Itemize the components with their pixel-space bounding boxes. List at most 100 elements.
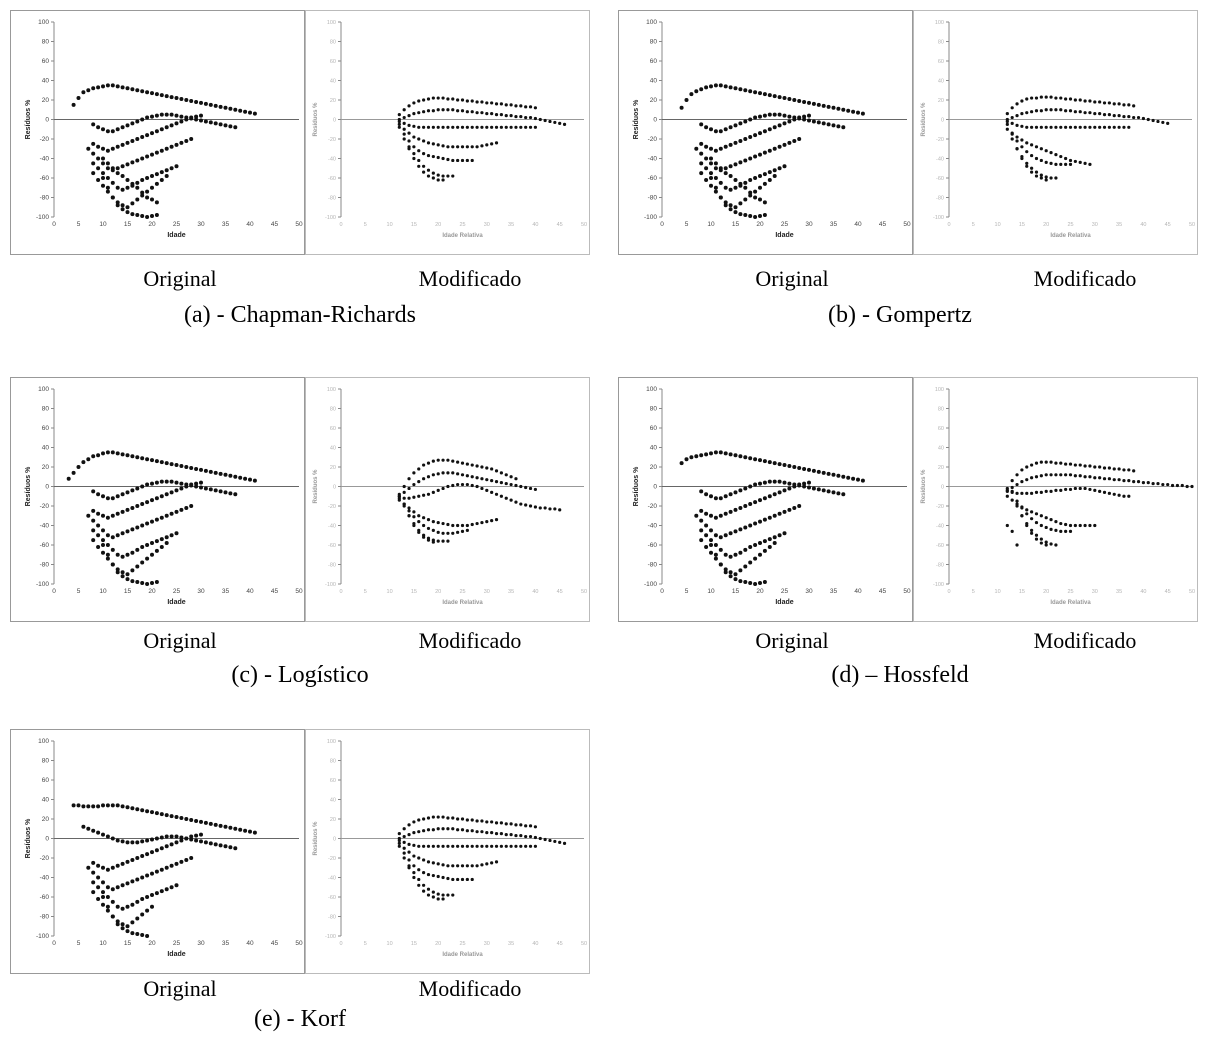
data-point: [499, 494, 503, 498]
data-point: [709, 513, 713, 518]
data-point: [1083, 464, 1087, 468]
data-point: [528, 504, 533, 508]
data-point: [1054, 473, 1058, 477]
data-point: [238, 475, 243, 480]
data-point: [713, 148, 718, 153]
data-point: [514, 833, 518, 838]
data-point: [417, 111, 421, 115]
data-point: [426, 816, 431, 820]
y-tick-label: -60: [40, 542, 50, 549]
data-point: [125, 507, 130, 512]
data-point: [1112, 114, 1116, 118]
data-point: [1156, 119, 1160, 124]
data-point: [475, 145, 479, 149]
x-tick-label: 20: [1043, 222, 1049, 228]
data-point: [412, 135, 416, 139]
data-point: [1078, 98, 1082, 102]
data-point: [436, 530, 440, 534]
panel-b-original-label: Original: [755, 266, 829, 291]
data-point: [154, 92, 159, 97]
data-point: [422, 889, 426, 893]
data-point: [733, 205, 738, 210]
data-point: [528, 125, 533, 129]
data-point: [1083, 475, 1087, 479]
data-point: [154, 539, 159, 544]
data-point: [397, 113, 401, 117]
data-point: [1044, 160, 1048, 164]
y-tick-label: -40: [648, 156, 658, 163]
data-point: [243, 476, 248, 481]
data-point: [558, 840, 562, 844]
data-point: [1044, 489, 1048, 493]
y-axis-label: Resíduos %: [313, 469, 319, 504]
x-tick-label: 0: [52, 940, 56, 947]
data-point: [426, 153, 431, 158]
data-point: [150, 893, 154, 898]
panel-e: -100 -80 -60 -40 -20 0 20 40 60 80 100 0 5 10 15 20 25 30…: [10, 729, 590, 974]
data-point: [110, 146, 115, 151]
data-point: [446, 471, 450, 475]
data-point: [758, 131, 762, 136]
x-tick-label: 45: [1165, 222, 1171, 228]
data-point: [723, 171, 728, 176]
data-point: [460, 877, 465, 882]
x-tick-label: 50: [295, 588, 303, 595]
data-point: [1117, 114, 1121, 118]
data-point: [412, 871, 416, 875]
data-point: [728, 492, 733, 497]
data-point: [709, 146, 713, 151]
data-point: [528, 834, 533, 839]
y-tick-label: 80: [938, 407, 944, 413]
data-point: [1107, 101, 1111, 105]
x-tick-label: 10: [99, 588, 107, 595]
data-point: [792, 138, 797, 143]
data-point: [1034, 520, 1039, 525]
data-point: [509, 482, 513, 487]
data-point: [772, 125, 777, 130]
y-tick-label: 60: [330, 426, 336, 432]
data-point: [811, 468, 816, 473]
data-point: [1020, 156, 1024, 161]
data-point: [709, 550, 713, 555]
data-point: [125, 552, 130, 557]
data-point: [105, 129, 110, 134]
data-point: [704, 125, 709, 130]
data-point: [1015, 135, 1019, 139]
data-point: [777, 144, 782, 149]
data-point: [782, 164, 787, 169]
data-point: [208, 487, 213, 492]
x-tick-label: 5: [685, 588, 689, 595]
data-point: [490, 844, 494, 848]
data-point: [105, 166, 110, 171]
data-point: [1020, 138, 1024, 142]
data-point: [509, 103, 513, 107]
x-tick-label: 50: [581, 222, 587, 228]
data-point: [451, 877, 455, 882]
x-tick-label: 50: [581, 589, 587, 595]
data-point: [723, 200, 728, 205]
data-point: [441, 875, 445, 880]
data-point: [441, 827, 445, 831]
data-point: [407, 509, 411, 513]
data-point: [772, 492, 777, 497]
data-point: [169, 885, 174, 890]
data-point: [174, 815, 179, 820]
data-point: [120, 922, 125, 927]
data-point: [733, 177, 738, 182]
data-point: [1034, 156, 1039, 161]
data-point: [130, 550, 135, 555]
data-point: [456, 145, 460, 149]
data-point: [436, 862, 440, 866]
data-point: [140, 854, 145, 859]
data-point: [723, 567, 728, 572]
data-point: [456, 125, 460, 129]
data-point: [1025, 150, 1029, 154]
data-point: [140, 456, 145, 461]
data-point: [1132, 480, 1136, 484]
data-point: [485, 478, 489, 482]
data-point: [1141, 116, 1145, 121]
data-point: [465, 145, 469, 149]
y-tick-label: 40: [650, 445, 658, 452]
data-point: [96, 85, 101, 90]
